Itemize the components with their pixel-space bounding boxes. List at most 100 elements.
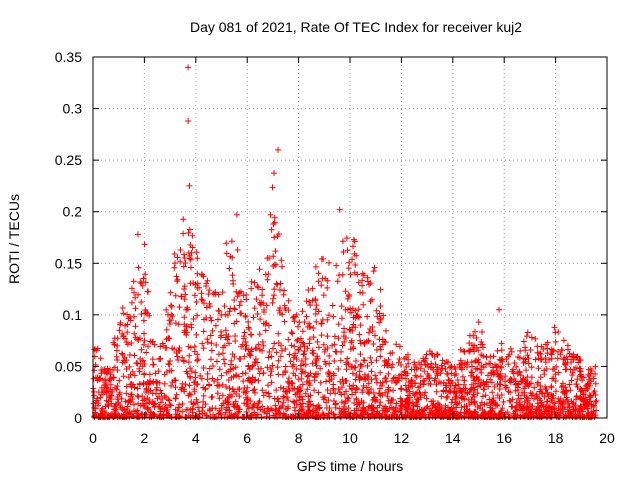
data-point (126, 351, 133, 358)
data-point (181, 286, 188, 293)
data-point (358, 363, 365, 370)
data-point (450, 411, 457, 418)
data-point (324, 284, 331, 291)
data-point (166, 397, 173, 404)
data-point (269, 299, 276, 306)
data-point (237, 288, 244, 295)
data-point (304, 345, 311, 352)
data-point (236, 406, 243, 413)
data-point (188, 324, 195, 331)
data-point (157, 408, 164, 415)
data-point (178, 293, 185, 300)
data-point (433, 368, 440, 375)
data-point (103, 409, 110, 416)
data-point (524, 352, 531, 359)
axis-ticks: 0 2 4 6 8 10 12 14 16 18 20 0 0.05 0.1 0.15 0.2 0.25 0.3 0… (55, 49, 615, 446)
data-point (277, 384, 284, 391)
data-point (228, 413, 235, 420)
data-point (99, 367, 106, 374)
data-point (334, 278, 341, 285)
data-point (167, 402, 174, 409)
data-point (329, 302, 336, 309)
data-point (290, 370, 297, 377)
data-point (187, 391, 194, 398)
data-point (132, 305, 139, 312)
data-point (467, 346, 474, 353)
data-point (351, 407, 358, 414)
data-point (201, 316, 208, 323)
data-point (193, 381, 200, 388)
data-point (326, 312, 333, 319)
data-point (439, 365, 446, 372)
data-point (579, 377, 586, 384)
data-point (395, 359, 402, 366)
data-point (264, 364, 271, 371)
data-point (278, 257, 285, 264)
data-point (219, 392, 226, 399)
data-point (245, 318, 252, 325)
data-point (587, 366, 594, 373)
data-point (271, 214, 278, 221)
data-point (528, 364, 535, 371)
data-point (166, 335, 173, 342)
data-point (215, 351, 222, 358)
data-point (430, 401, 437, 408)
x-tick-label: 16 (496, 430, 512, 446)
data-point (345, 405, 352, 412)
data-point (496, 306, 503, 313)
data-point (134, 385, 141, 392)
data-point (110, 413, 117, 420)
data-point (443, 358, 450, 365)
data-point (300, 340, 307, 347)
data-point (355, 279, 362, 286)
data-point (365, 373, 372, 380)
data-point (136, 380, 143, 387)
data-point (426, 409, 433, 416)
data-point (216, 308, 223, 315)
data-point (117, 404, 124, 411)
data-point (120, 310, 127, 317)
data-point (542, 403, 549, 410)
data-point (427, 381, 434, 388)
data-point (226, 340, 233, 347)
data-point (453, 393, 460, 400)
data-point (393, 408, 400, 415)
data-point (154, 379, 161, 386)
data-point (523, 367, 530, 374)
data-point (557, 395, 564, 402)
data-point (282, 304, 289, 311)
x-tick-label: 0 (89, 430, 97, 446)
data-point (312, 263, 319, 270)
data-point (221, 360, 228, 367)
data-point (204, 370, 211, 377)
data-point (499, 405, 506, 412)
data-point (266, 254, 273, 261)
data-point (174, 278, 181, 285)
data-point (104, 384, 111, 391)
data-point (477, 382, 484, 389)
data-point (111, 341, 118, 348)
data-point (192, 369, 199, 376)
data-point (128, 381, 135, 388)
data-point (194, 357, 201, 364)
data-point (518, 377, 525, 384)
data-point (570, 406, 577, 413)
data-point (172, 377, 179, 384)
data-point (417, 394, 424, 401)
data-point (443, 384, 450, 391)
data-point (482, 411, 489, 418)
data-point (468, 385, 475, 392)
data-point (103, 389, 110, 396)
data-point (360, 357, 367, 364)
data-point (272, 407, 279, 414)
data-point (208, 347, 215, 354)
data-point (194, 270, 201, 277)
data-point (203, 280, 210, 287)
data-point (223, 383, 230, 390)
data-point (331, 333, 338, 340)
data-point (209, 375, 216, 382)
data-point (473, 334, 480, 341)
data-point (514, 384, 521, 391)
data-point (517, 347, 524, 354)
data-point (233, 390, 240, 397)
